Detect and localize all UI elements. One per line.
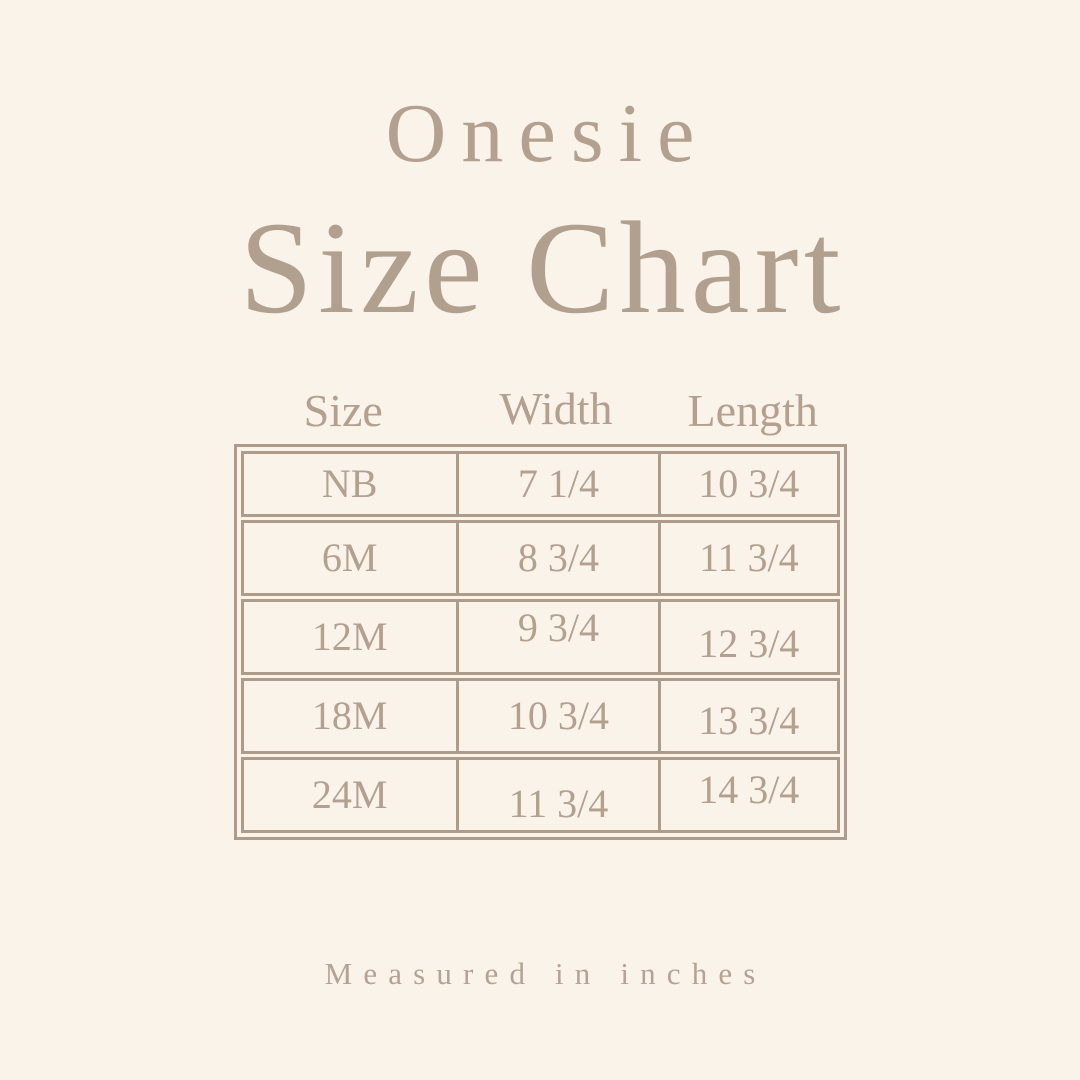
- column-header-length: Length: [687, 385, 818, 436]
- cell-length: 13 3/4: [698, 698, 800, 743]
- column-header-width: Width: [499, 383, 613, 434]
- cell-size: 6M: [321, 535, 378, 580]
- cell-length: 14 3/4: [698, 767, 800, 812]
- measurement-note: Measured in inches: [324, 956, 767, 991]
- cell-width: 7 1/4: [455, 454, 662, 514]
- table-header-row: Size Width Length: [234, 383, 847, 436]
- table-body: NB 7 1/4 10 3/4 6M 8 3/4 11 3/4 12M 9 3/…: [233, 444, 847, 840]
- cell-width: 8 3/4: [455, 523, 662, 593]
- table-row: NB 7 1/4 10 3/4: [240, 451, 840, 517]
- size-table: Size Width Length NB 7 1/4 10 3/4 6M 8 3…: [233, 383, 847, 840]
- table-row: 12M 9 3/4 12 3/4: [240, 599, 840, 675]
- cell-size: 24M: [311, 772, 388, 817]
- cell-size: 18M: [311, 693, 388, 738]
- table-row: 24M 11 3/4 14 3/4: [240, 757, 840, 833]
- cell-width: 9 3/4: [455, 602, 662, 672]
- chart-title: Size Chart: [239, 194, 846, 341]
- cell-width: 10 3/4: [455, 681, 662, 751]
- table-row: 18M 10 3/4 13 3/4: [240, 678, 840, 754]
- cell-size: 12M: [311, 614, 388, 659]
- cell-length: 11 3/4: [698, 535, 799, 580]
- table-row: 6M 8 3/4 11 3/4: [240, 520, 840, 596]
- product-title: Onesie: [385, 87, 710, 180]
- cell-size: NB: [321, 461, 378, 506]
- column-header-size: Size: [303, 385, 383, 436]
- cell-width: 11 3/4: [455, 760, 662, 830]
- cell-length: 12 3/4: [698, 621, 800, 666]
- cell-length: 10 3/4: [698, 461, 800, 506]
